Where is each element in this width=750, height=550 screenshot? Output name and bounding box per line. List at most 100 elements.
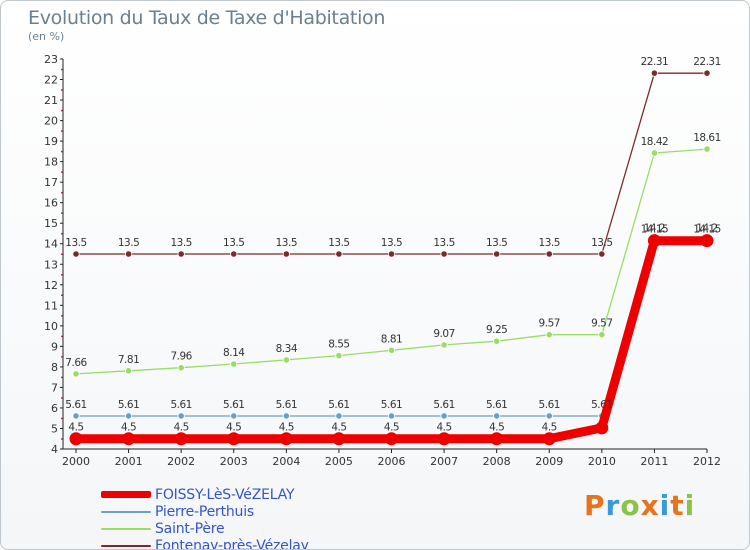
logo-letter: P [584, 489, 606, 522]
legend-item-pierre-perthuis: Pierre-Perthuis [101, 503, 309, 520]
series-point [595, 421, 609, 435]
legend-item-foissy: FOISSY-LèS-VéZELAY [101, 486, 309, 503]
y-minor-tick [61, 335, 63, 338]
data-label: 5.61 [118, 399, 139, 411]
y-tick-label: 14 [44, 238, 58, 251]
data-label: 4.5 [436, 422, 451, 434]
series-point [72, 412, 80, 420]
data-label: 5.61 [433, 399, 454, 411]
data-label: 8.55 [328, 339, 349, 351]
x-tick-label: 2006 [378, 455, 406, 468]
series-point [69, 432, 83, 446]
data-label: 13.5 [118, 237, 139, 249]
x-tick-label: 2001 [115, 455, 143, 468]
y-minor-tick [61, 232, 63, 235]
y-minor-tick [61, 171, 63, 173]
data-label: 14.15 [641, 224, 669, 236]
legend-label-saint-pere: Saint-Père [155, 520, 225, 537]
data-label: 9.57 [591, 318, 612, 330]
data-label: 7.81 [118, 354, 139, 366]
y-tick-label: 13 [44, 258, 58, 271]
data-label: 5.61 [170, 399, 191, 411]
legend-label-foissy: FOISSY-LèS-VéZELAY [155, 486, 295, 503]
legend-swatch-saint-pere [101, 527, 151, 530]
series-point [227, 432, 241, 446]
x-tick-label: 2012 [693, 455, 721, 468]
series-point [177, 412, 185, 420]
series-point [72, 370, 80, 378]
x-tick-label: 2011 [640, 455, 668, 468]
series-point [440, 250, 448, 258]
x-tick-label: 2010 [588, 455, 616, 468]
data-label: 13.5 [381, 237, 402, 249]
data-label: 8.34 [276, 343, 298, 355]
data-label: 13.5 [539, 237, 560, 249]
data-label: 14.2 [644, 223, 665, 235]
proxiti-logo: Proxiti [584, 489, 695, 522]
data-label: 13.5 [65, 237, 86, 249]
y-tick-label: 12 [44, 279, 58, 292]
y-tick-label: 19 [44, 135, 58, 148]
series-point [124, 412, 133, 420]
y-tick-label: 22 [44, 74, 58, 87]
logo-letter: i [684, 489, 696, 522]
y-minor-tick [61, 397, 63, 399]
series-point [282, 356, 290, 364]
series-point [177, 364, 185, 372]
y-minor-tick [61, 417, 63, 420]
series-point [385, 432, 398, 446]
y-tick-label: 5 [51, 422, 58, 435]
x-tick-label: 2008 [483, 455, 511, 468]
series-line [75, 72, 708, 255]
data-label: 4.5 [68, 422, 83, 434]
legend-label-pierre-perthuis: Pierre-Perthuis [155, 503, 254, 520]
y-minor-tick [61, 68, 63, 71]
chart-title: Evolution du Taux de Taxe d'Habitation [28, 7, 386, 29]
data-label: 4.5 [542, 422, 557, 434]
series-point [124, 367, 133, 375]
y-tick-label: 11 [44, 299, 58, 312]
data-label: 14.15 [693, 224, 721, 236]
series-point [230, 250, 238, 258]
legend-item-fontenay: Fontenay-près-Vézelay [101, 537, 309, 549]
series-point [177, 250, 185, 258]
y-tick-label: 21 [44, 94, 58, 107]
series-point [279, 432, 293, 446]
y-minor-tick [61, 150, 63, 153]
chart-unit-label: (en %) [28, 30, 65, 43]
y-tick-label: 8 [51, 361, 58, 374]
series-point [335, 352, 343, 360]
series-point [174, 432, 188, 446]
data-label: 5.61 [276, 399, 297, 411]
y-tick-label: 9 [51, 340, 58, 353]
data-label: 4.5 [279, 422, 294, 434]
series-point [335, 412, 343, 420]
legend-swatch-fontenay [101, 544, 151, 547]
series-point [122, 432, 136, 446]
data-label: 7.96 [170, 351, 192, 363]
legend-item-saint-pere: Saint-Père [101, 520, 309, 537]
x-tick-label: 2004 [272, 455, 300, 468]
series-point [282, 412, 290, 420]
x-tick-label: 2007 [430, 455, 458, 468]
data-label: 4.5 [121, 422, 136, 434]
y-tick-label: 20 [44, 115, 58, 128]
y-minor-tick [61, 438, 63, 440]
y-minor-tick [61, 253, 63, 255]
x-tick-label: 2005 [325, 455, 353, 468]
y-minor-tick [61, 376, 63, 379]
data-label: 9.25 [486, 324, 507, 336]
data-label: 9.07 [433, 328, 454, 340]
y-tick-label: 6 [51, 402, 58, 415]
series-point [700, 234, 714, 248]
series-point [230, 360, 238, 368]
series-point [545, 250, 553, 258]
data-label: 5.61 [539, 399, 560, 411]
y-minor-tick [61, 89, 63, 91]
data-label: 13.5 [170, 237, 191, 249]
data-label: 5.61 [223, 399, 244, 411]
y-tick-label: 10 [44, 320, 58, 333]
data-label: 5.61 [591, 399, 612, 411]
